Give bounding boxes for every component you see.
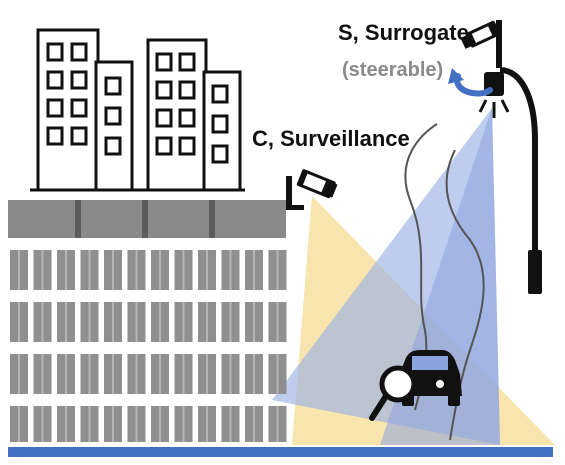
facade-window-divider [229, 354, 232, 394]
facade-window-divider [18, 250, 20, 290]
facade-window-divider [229, 250, 232, 290]
ground-line [8, 447, 553, 457]
facade-window-divider [229, 302, 232, 342]
facade-window-divider [18, 302, 20, 342]
facade-window-divider [276, 302, 279, 342]
facade-window-divider [112, 406, 114, 442]
facade-window-divider [41, 406, 44, 442]
facade-window-divider [65, 250, 67, 290]
facade-window-divider [206, 406, 208, 442]
facade-window-divider [182, 406, 185, 442]
facade-window-divider [253, 302, 255, 342]
facade-window-divider [135, 406, 138, 442]
facade-window-divider [253, 250, 255, 290]
facade-window-divider [41, 302, 44, 342]
building-icon [30, 28, 245, 192]
facade-window-divider [41, 354, 44, 394]
facade-window-divider [159, 354, 161, 394]
facade-window-divider [159, 250, 161, 290]
facade-window-divider [112, 302, 114, 342]
facade-window-divider [253, 406, 255, 442]
facade-window-divider [206, 354, 208, 394]
facade-window-divider [182, 250, 185, 290]
surveillance-camera-icon [286, 169, 338, 210]
facade-window-divider [135, 302, 138, 342]
rotate-arrow-icon [448, 68, 493, 97]
steerable-label: (steerable) [342, 59, 443, 81]
facade-window-divider [41, 250, 44, 290]
facade-window-divider [135, 354, 138, 394]
facade-window-divider [276, 354, 279, 394]
facade-window-divider [276, 250, 279, 290]
surrogate-camera-icon [460, 20, 502, 68]
facade-window-divider [182, 354, 185, 394]
office-building-facade [8, 200, 287, 442]
facade-window-divider [65, 354, 67, 394]
facade-window-divider [112, 354, 114, 394]
facade-window-divider [206, 250, 208, 290]
surveillance-label: C, Surveillance [252, 126, 410, 151]
facade-window-divider [18, 354, 20, 394]
facade-window-divider [276, 406, 279, 442]
facade-window-divider [88, 354, 91, 394]
facade-window-divider [206, 302, 208, 342]
facade-window-divider [88, 250, 91, 290]
facade-window-divider [229, 406, 232, 442]
facade-window-divider [88, 406, 91, 442]
facade-window-divider [182, 302, 185, 342]
surrogate-label: S, Surrogate [338, 20, 469, 45]
facade-window-divider [253, 354, 255, 394]
facade-window-divider [159, 302, 161, 342]
facade-window-divider [135, 250, 138, 290]
magnifier-icon [369, 365, 417, 421]
facade-window-divider [65, 406, 67, 442]
facade-window-divider [65, 302, 67, 342]
facade-window-divider [88, 302, 91, 342]
facade-window-divider [159, 406, 161, 442]
facade-window-divider [112, 250, 114, 290]
facade-window-divider [18, 406, 20, 442]
